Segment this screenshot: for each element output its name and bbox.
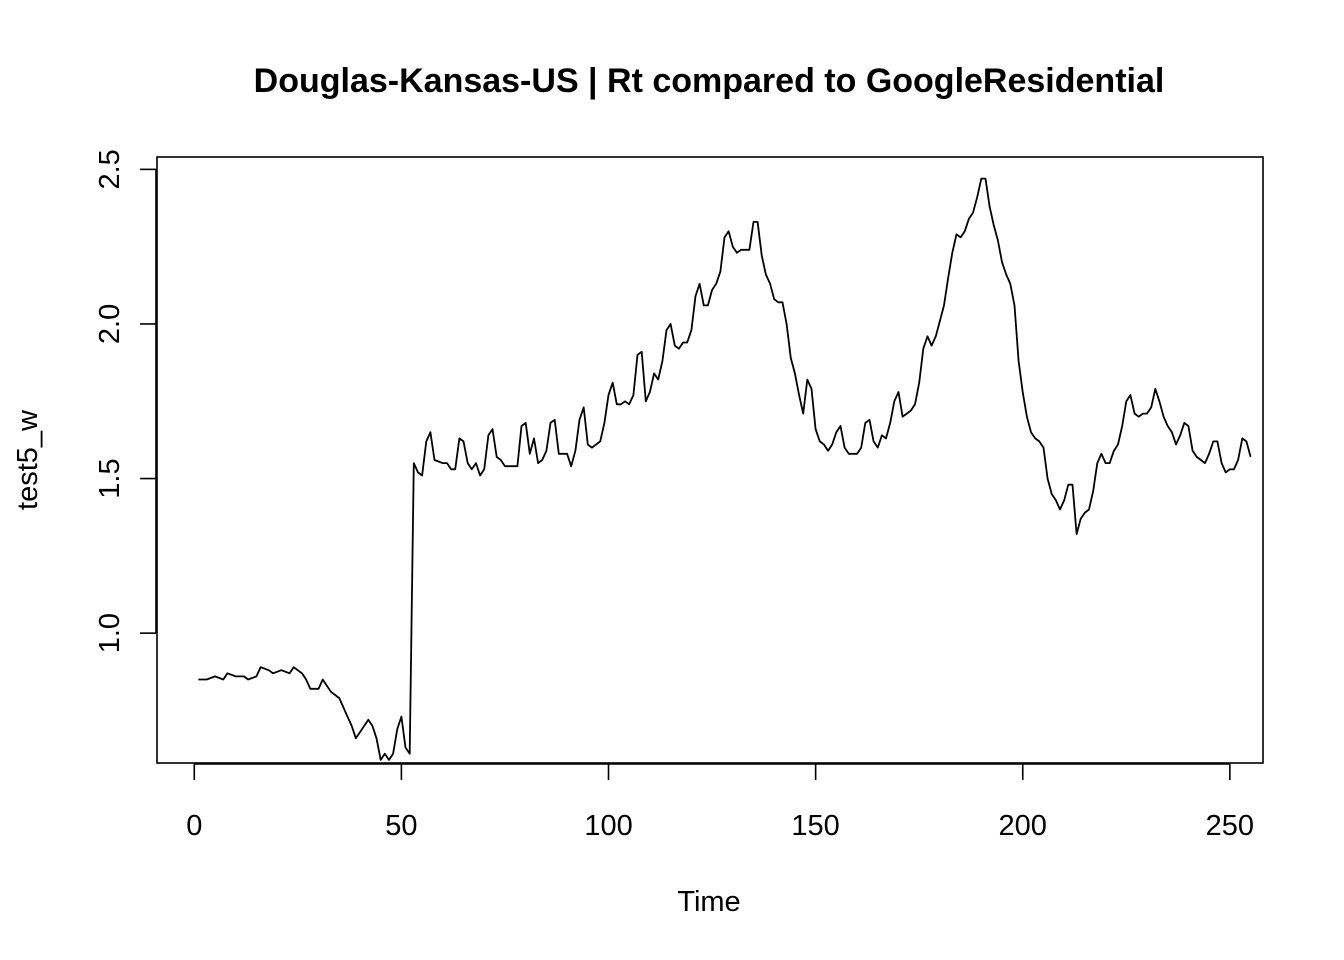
x-tick-label: 100: [584, 810, 632, 842]
x-tick-label: 0: [186, 810, 202, 842]
y-tick-label: 2.0: [94, 304, 126, 344]
x-axis: 0 50 100 150 200 250: [186, 763, 1254, 842]
series-layer: [198, 177, 1252, 761]
y-tick-label: 2.5: [94, 149, 126, 189]
x-tick-label: 200: [999, 810, 1047, 842]
y-tick-label: 1.0: [94, 613, 126, 653]
x-tick-label: 50: [385, 810, 417, 842]
chart-title: Douglas-Kansas-US | Rt compared to Googl…: [254, 62, 1165, 100]
y-axis-label: test5_w: [12, 409, 44, 510]
x-axis-label: Time: [677, 886, 740, 918]
series-line: [198, 177, 1252, 761]
plot-frame: [156, 156, 1264, 764]
y-tick-label: 1.5: [94, 458, 126, 498]
x-tick-label: 150: [791, 810, 839, 842]
x-tick-label: 250: [1206, 810, 1254, 842]
y-axis: 1.0 1.5 2.0 2.5: [94, 149, 157, 653]
